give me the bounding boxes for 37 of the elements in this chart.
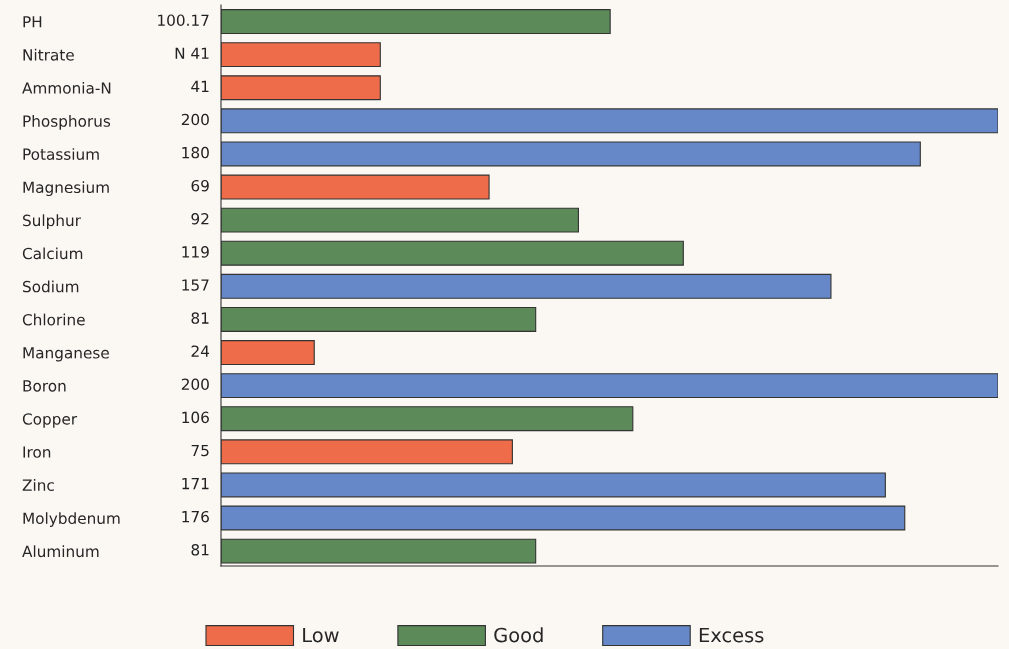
data-label: N 41 <box>175 47 209 59</box>
data-label: 24 <box>191 345 210 357</box>
data-label: 81 <box>191 312 209 324</box>
y-tick-label: Ammonia-N <box>22 81 111 94</box>
y-tick-label: Molybdenum <box>23 512 120 527</box>
y-tick-label: Nitrate <box>23 48 74 61</box>
y-tick-label: Sulphur <box>23 214 81 230</box>
data-label: 100.17 <box>158 14 209 26</box>
legend-label: Low <box>303 627 339 643</box>
data-label: 41 <box>191 80 209 92</box>
data-label: 171 <box>182 477 209 490</box>
data-label: 106 <box>182 411 209 424</box>
data-label: 75 <box>191 444 209 457</box>
legend-label: Good <box>494 627 543 643</box>
data-label: 176 <box>182 510 209 523</box>
y-tick-label: Boron <box>23 380 66 392</box>
data-label: 119 <box>182 246 209 258</box>
y-tick-label: Calcium <box>22 247 83 260</box>
y-tick-label: Potassium <box>23 148 99 160</box>
data-label: 69 <box>191 179 209 192</box>
y-tick-label: PH <box>23 16 42 28</box>
data-label: 200 <box>181 113 209 126</box>
data-label: 157 <box>182 279 209 291</box>
data-label: 180 <box>182 146 209 159</box>
y-tick-label: Chlorine <box>22 313 85 326</box>
y-tick-label: Zinc <box>22 479 54 491</box>
data-label: 81 <box>191 543 209 556</box>
y-tick-label: Sodium <box>23 280 79 293</box>
y-tick-label: Aluminum <box>22 545 99 558</box>
y-tick-label: Phosphorus <box>23 115 111 130</box>
legend-label: Excess <box>699 627 764 643</box>
data-label: 200 <box>181 378 209 391</box>
y-tick-label: Copper <box>22 413 78 428</box>
y-tick-label: Manganese <box>23 347 109 362</box>
y-tick-label: Magnesium <box>23 181 109 197</box>
y-tick-label: Iron <box>23 446 51 458</box>
data-label: 92 <box>191 213 209 225</box>
